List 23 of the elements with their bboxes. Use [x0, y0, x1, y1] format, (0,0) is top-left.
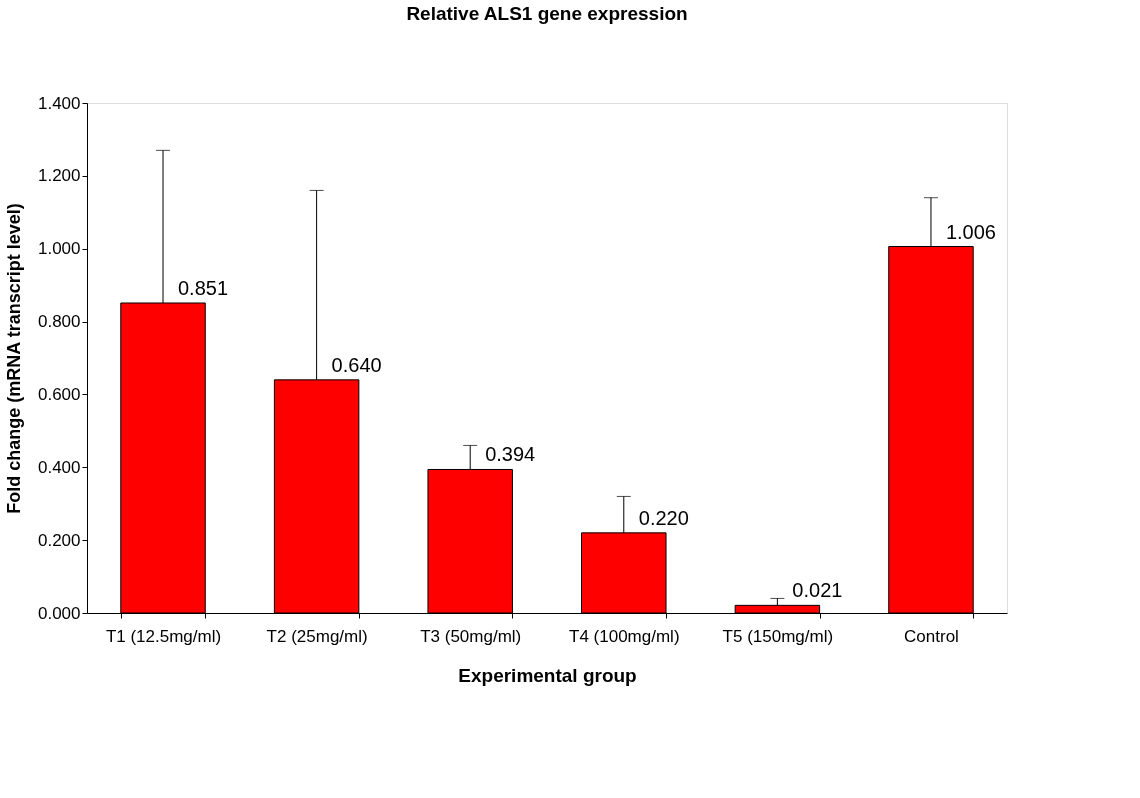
data-label: 1.006: [945, 220, 996, 243]
data-label: 0.851: [178, 276, 229, 299]
y-axis-title: Fold change (mRNA transcript level): [3, 203, 24, 514]
chart-title: Relative ALS1 gene expression: [406, 3, 688, 24]
y-tick-label: 0.600: [37, 384, 81, 404]
x-tick-label: T4 (100mg/ml): [569, 626, 680, 646]
x-tick-label: Control: [904, 626, 959, 646]
x-tick-label: T3 (50mg/ml): [420, 626, 522, 646]
y-tick-label: 1.000: [37, 239, 81, 259]
data-label: 0.021: [792, 579, 843, 602]
x-tick-label: T2 (25mg/ml): [266, 626, 368, 646]
data-label: 0.394: [485, 443, 536, 466]
y-tick-label: 0.200: [37, 530, 81, 550]
x-axis-title: Experimental group: [458, 664, 637, 686]
x-tick-label: T5 (150mg/ml): [722, 626, 834, 646]
y-tick-label: 0.800: [37, 312, 81, 332]
y-tick-label: 0.400: [37, 457, 81, 477]
data-label: 0.640: [331, 353, 382, 376]
y-tick-label: 0.000: [37, 603, 81, 623]
y-tick-label: 1.400: [37, 93, 81, 113]
y-tick-label: 1.200: [37, 166, 81, 186]
x-tick-label: T1 (12.5mg/ml): [105, 626, 222, 646]
data-label: 0.220: [638, 506, 689, 529]
